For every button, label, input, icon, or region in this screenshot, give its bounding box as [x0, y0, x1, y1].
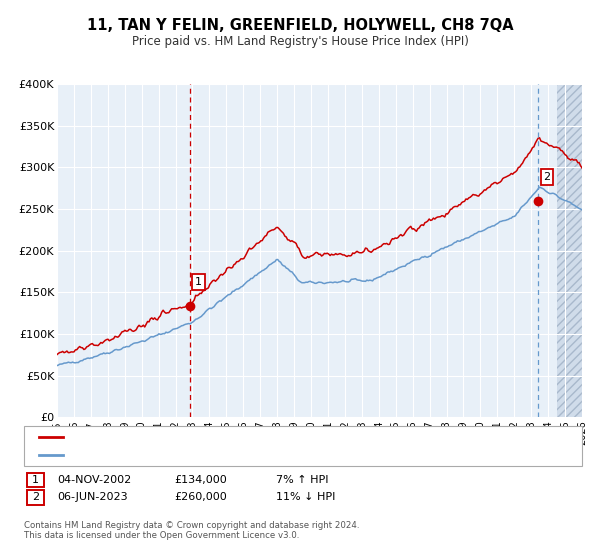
Text: 11, TAN Y FELIN, GREENFIELD, HOLYWELL, CH8 7QA (detached house): 11, TAN Y FELIN, GREENFIELD, HOLYWELL, C… [67, 432, 431, 442]
Text: 7% ↑ HPI: 7% ↑ HPI [276, 475, 329, 485]
Text: 06-JUN-2023: 06-JUN-2023 [57, 492, 128, 502]
Text: £134,000: £134,000 [174, 475, 227, 485]
Text: 11, TAN Y FELIN, GREENFIELD, HOLYWELL, CH8 7QA: 11, TAN Y FELIN, GREENFIELD, HOLYWELL, C… [86, 18, 514, 33]
Text: 2: 2 [544, 172, 551, 182]
Bar [557, 84, 582, 417]
Text: £260,000: £260,000 [174, 492, 227, 502]
Text: 11% ↓ HPI: 11% ↓ HPI [276, 492, 335, 502]
Text: 1: 1 [195, 277, 202, 287]
Text: 04-NOV-2002: 04-NOV-2002 [57, 475, 131, 485]
Text: Contains HM Land Registry data © Crown copyright and database right 2024.
This d: Contains HM Land Registry data © Crown c… [24, 521, 359, 540]
Bar [557, 84, 582, 417]
Text: HPI: Average price, detached house, Flintshire: HPI: Average price, detached house, Flin… [67, 450, 308, 460]
Text: 1: 1 [32, 475, 39, 485]
Text: 2: 2 [32, 492, 39, 502]
Text: Price paid vs. HM Land Registry's House Price Index (HPI): Price paid vs. HM Land Registry's House … [131, 35, 469, 48]
